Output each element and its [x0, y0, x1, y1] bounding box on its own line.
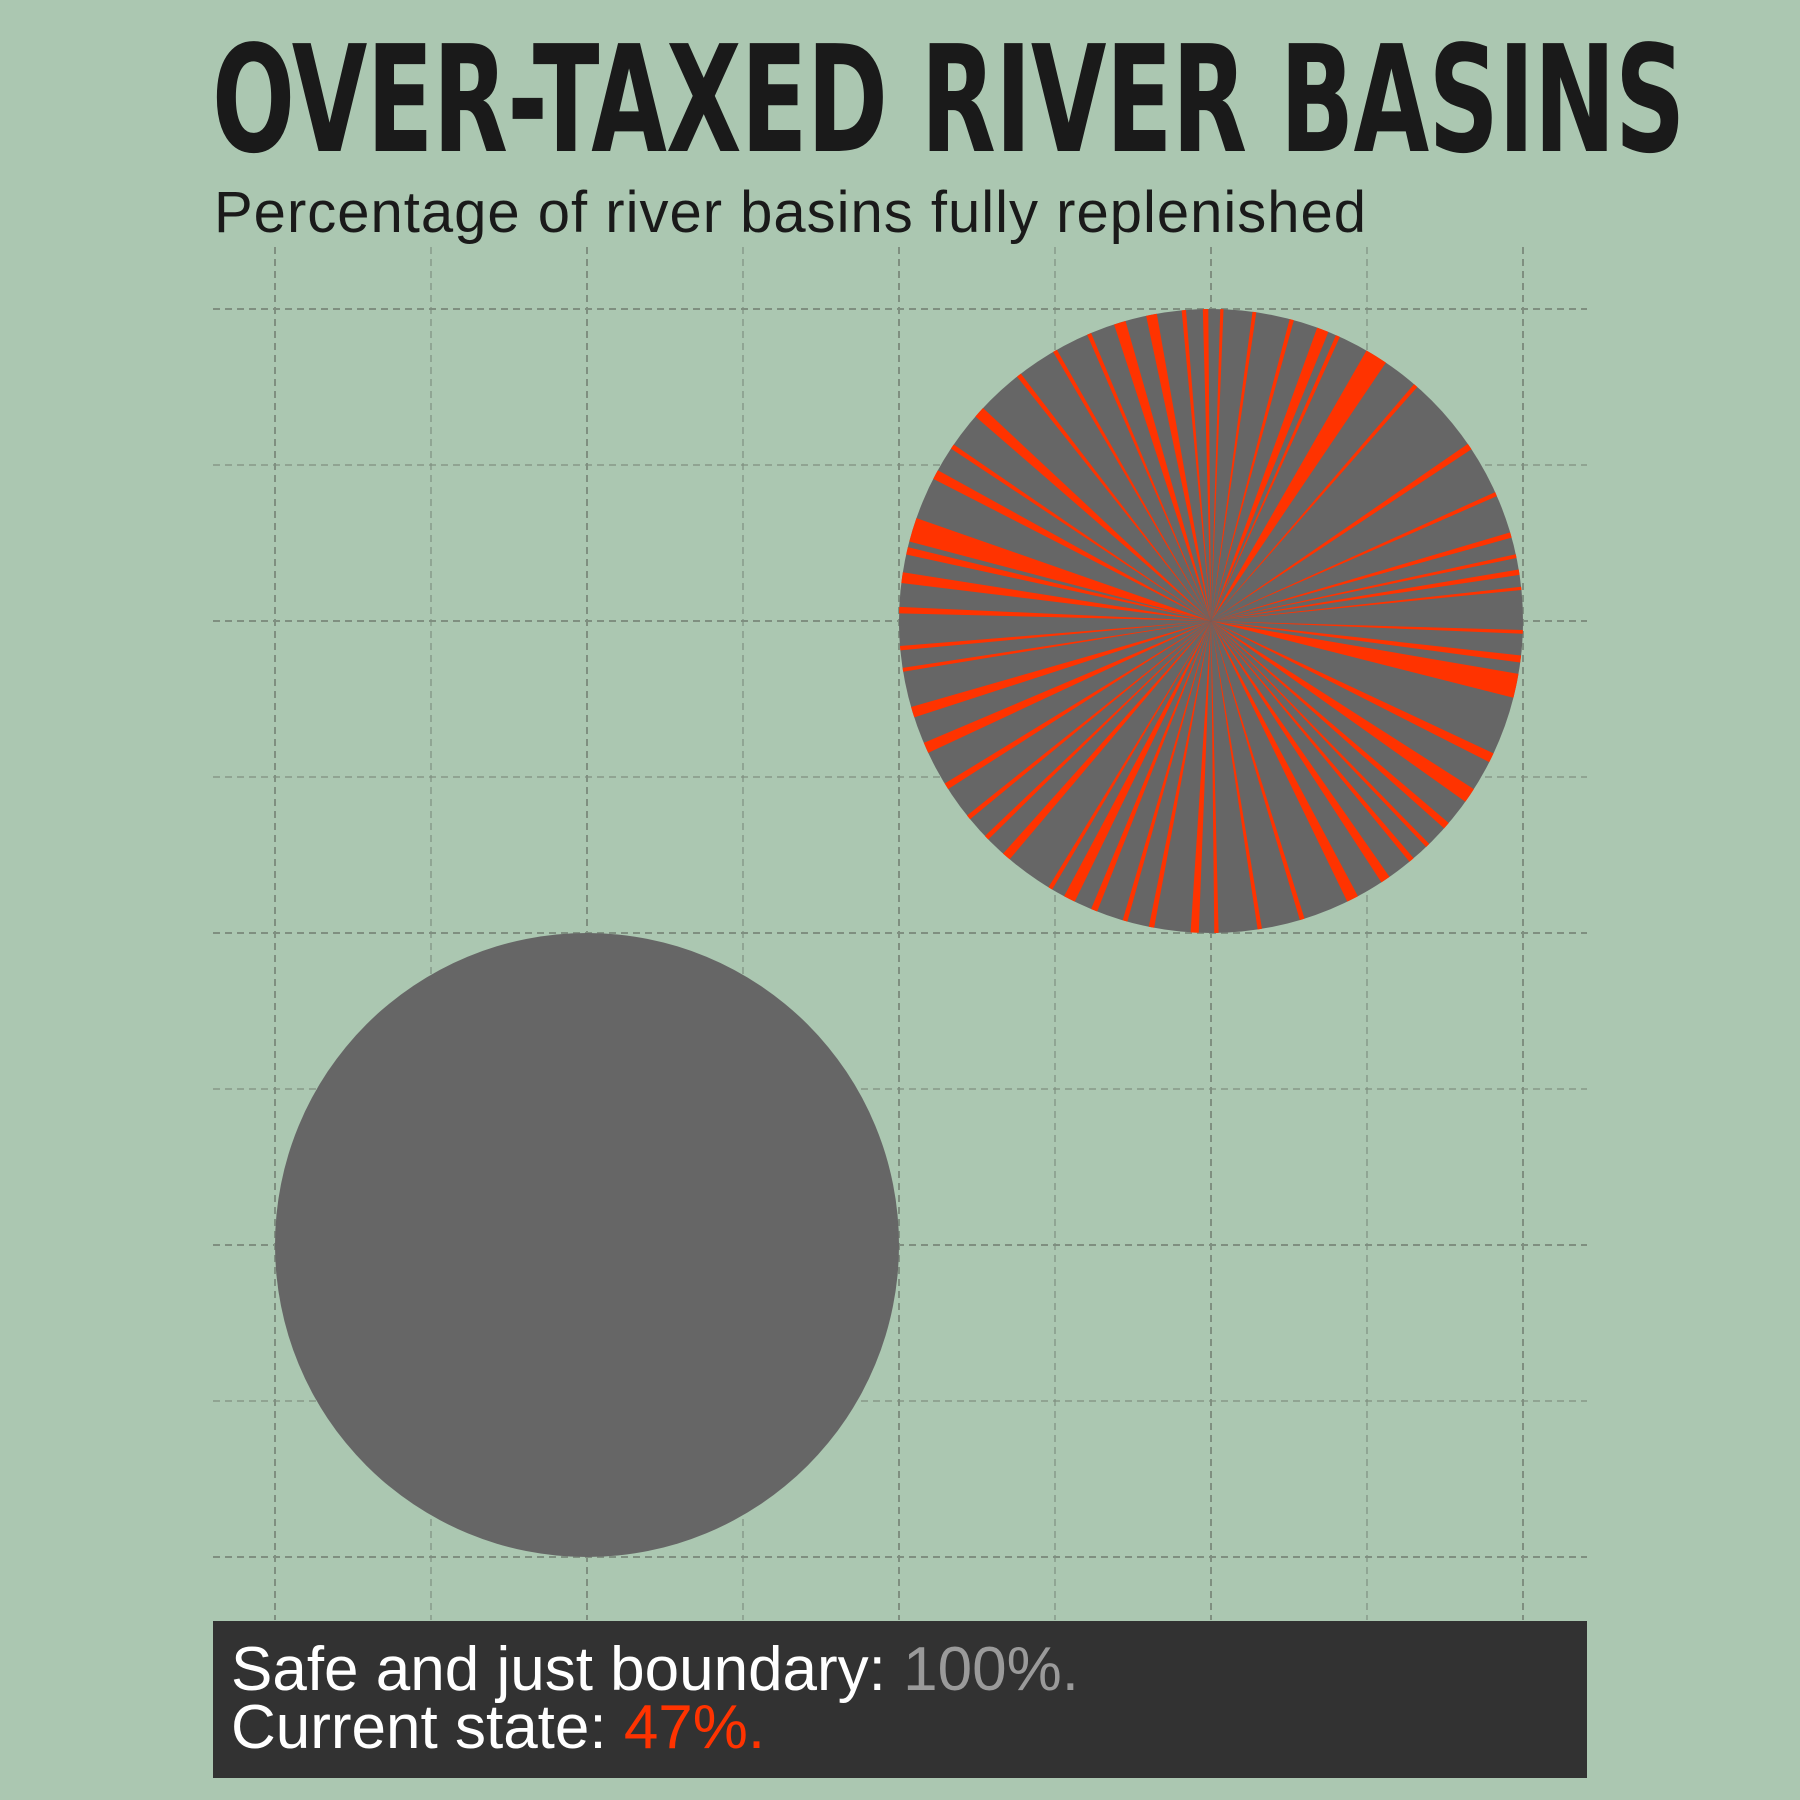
legend-current-value: 47%. [623, 1693, 766, 1762]
current-state-stripe [944, 621, 1211, 790]
current-state-stripe [1114, 320, 1211, 621]
current-state-stripe [901, 572, 1211, 621]
safe-boundary-circle [275, 933, 899, 1557]
current-state-stripe [1211, 384, 1418, 621]
current-state-stripe [1122, 621, 1211, 922]
current-state-stripe [1202, 309, 1211, 621]
current-state-stripe [1016, 373, 1211, 621]
current-state-stripe [1211, 492, 1497, 621]
current-state-stripe [1003, 621, 1211, 860]
current-state-stripe [1211, 621, 1474, 802]
current-state-stripe [909, 518, 1211, 621]
current-state-stripe [1211, 621, 1358, 902]
current-state-stripe [1211, 309, 1224, 621]
legend-safe-line: Safe and just boundary: 100%. [231, 1639, 1079, 1701]
current-state-stripe [1211, 621, 1262, 930]
current-state-stripe [1053, 349, 1211, 621]
current-state-stripe [1211, 350, 1386, 621]
current-state-stripe [1091, 621, 1211, 912]
current-state-stripe [1181, 310, 1211, 621]
current-state-stripe [1211, 532, 1512, 621]
current-state-stripe [950, 444, 1211, 621]
current-state-stripe [1211, 621, 1305, 921]
legend-safe-value: 100%. [903, 1635, 1079, 1704]
current-state-stripe [1211, 621, 1449, 829]
current-state-stripe [900, 621, 1211, 651]
current-state-stripe [902, 621, 1211, 672]
current-state-stripe [1211, 443, 1472, 621]
current-state-stripe [1211, 327, 1329, 621]
current-state-stripe [906, 547, 1211, 621]
current-state-stripe [933, 470, 1211, 621]
current-state-stripe [1211, 586, 1522, 621]
current-state-stripe [923, 621, 1211, 753]
current-state-stripe [1087, 332, 1211, 621]
current-state-stripe [1211, 621, 1219, 933]
current-state-stripe [1211, 621, 1522, 663]
current-state-stripe [1146, 313, 1211, 621]
current-state-stripe [1211, 319, 1294, 621]
current-state-stripe [1211, 621, 1494, 763]
current-state-stripe [1064, 621, 1211, 902]
current-state-stripe [1211, 311, 1257, 621]
current-state-stripe [975, 408, 1211, 621]
current-state-stripe [1211, 621, 1414, 862]
current-state-stripe [967, 621, 1211, 820]
current-state-stripe [1148, 621, 1211, 928]
current-state-stripe [1211, 621, 1430, 847]
current-state-stripe [1211, 554, 1517, 621]
current-state-stripe [1211, 569, 1520, 621]
chart-subtitle: Percentage of river basins fully repleni… [214, 180, 1368, 245]
current-state-stripe [1048, 621, 1211, 890]
current-state-stripe [1211, 621, 1390, 883]
current-state-stripe [1211, 335, 1340, 621]
legend-safe-label: Safe and just boundary: [231, 1635, 904, 1704]
chart-title: OVER-TAXED RIVER BASINS [212, 14, 1685, 186]
legend-current-label: Current state: [231, 1693, 624, 1762]
current-state-stripe [984, 621, 1211, 840]
current-state-stripe [899, 606, 1211, 621]
chart-marks [275, 309, 1523, 1557]
current-state-stripe [1190, 621, 1211, 933]
current-state-stripe [1211, 621, 1523, 634]
legend-box: Safe and just boundary: 100%. Current st… [213, 1621, 1587, 1778]
current-state-stripe [911, 621, 1211, 718]
current-state-stripe [1211, 621, 1519, 698]
legend-current-line: Current state: 47%. [231, 1697, 765, 1759]
